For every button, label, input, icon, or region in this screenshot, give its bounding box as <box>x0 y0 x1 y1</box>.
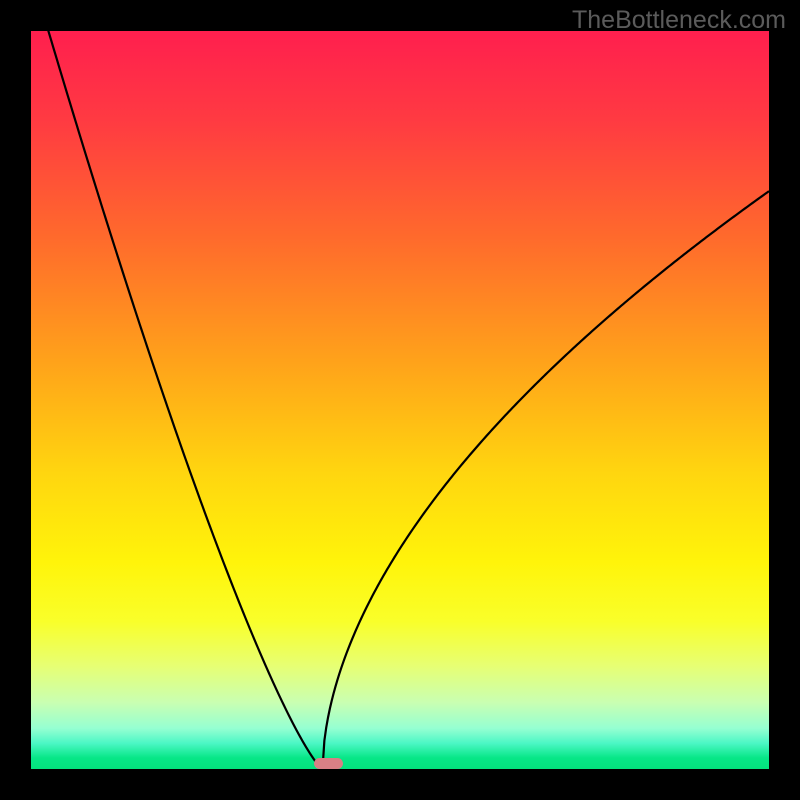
plot-area <box>31 31 769 769</box>
optimum-marker <box>314 758 344 769</box>
chart-frame: TheBottleneck.com <box>0 0 800 800</box>
bottleneck-curve <box>31 31 769 769</box>
